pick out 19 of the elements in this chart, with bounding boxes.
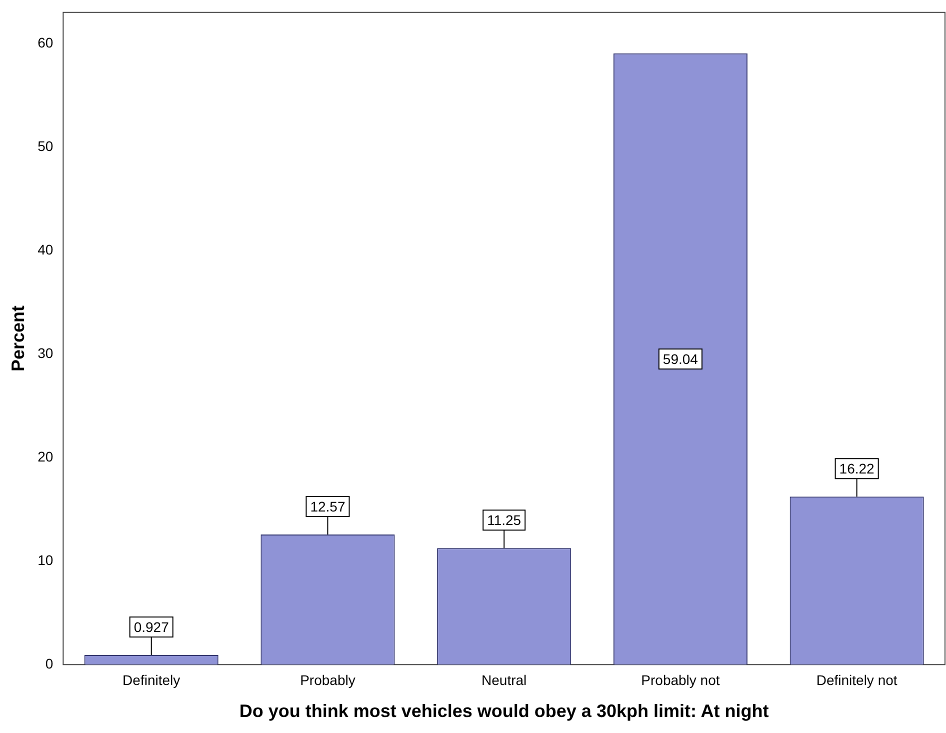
x-tick-label: Definitely — [122, 672, 180, 688]
data-label: 59.04 — [662, 350, 698, 367]
y-tick-label: 50 — [38, 138, 54, 154]
x-tick-label: Probably — [300, 672, 356, 688]
y-axis-title: Percent — [8, 305, 28, 372]
data-label: 11.25 — [487, 512, 522, 528]
data-label: 0.927 — [134, 618, 170, 635]
x-tick-label: Definitely not — [816, 672, 898, 688]
data-label: 12.57 — [310, 498, 346, 514]
y-tick-label: 40 — [38, 241, 54, 258]
data-label: 16.22 — [839, 460, 875, 477]
y-tick-label: 60 — [38, 34, 54, 50]
y-tick-label: 30 — [38, 344, 54, 361]
x-tick-label: Probably not — [641, 672, 720, 688]
y-tick-label: 0 — [45, 655, 54, 672]
y-tick-label: 20 — [38, 448, 54, 464]
x-axis-title: Do you think most vehicles would obey a 30kph limit: At night — [239, 701, 769, 722]
y-tick-label: 10 — [38, 552, 54, 568]
x-tick-label: Neutral — [482, 672, 527, 688]
